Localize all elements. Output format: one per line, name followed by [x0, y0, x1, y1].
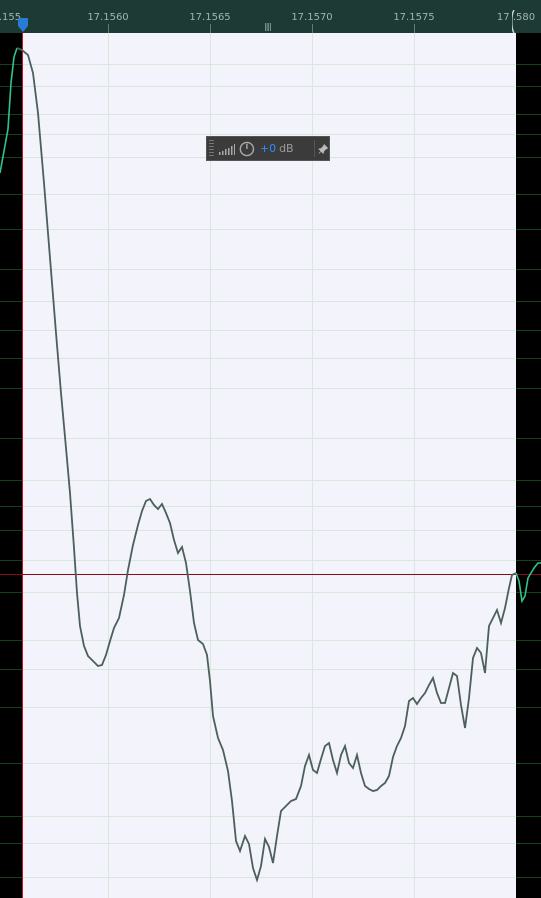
unselected-region-right	[516, 33, 541, 898]
gain-knob-icon[interactable]	[239, 140, 255, 158]
gain-readout[interactable]: +0 dB	[260, 142, 294, 155]
ruler-label-start: .155	[0, 12, 22, 23]
grid-lines-selection	[22, 33, 516, 898]
grid-lines-outside	[0, 64, 541, 878]
ruler-label-17-1575: 17.1575	[393, 12, 435, 23]
waveform-unselected-right	[515, 562, 541, 604]
ruler-tick	[414, 24, 415, 33]
selection-end-handle-icon[interactable]	[512, 10, 522, 33]
selection-region[interactable]	[22, 33, 516, 898]
gain-hud[interactable]: +0 dB	[206, 136, 330, 161]
ruler-label-17-1580: 17 .580	[496, 12, 536, 23]
playhead-marker-icon[interactable]	[17, 18, 29, 32]
waveform-unselected-left	[0, 47, 18, 174]
ruler-label-17-1570: 17.1570	[291, 12, 333, 23]
grip-icon[interactable]	[209, 140, 215, 157]
time-ruler[interactable]: .155 17.1560 17.1565 17.1570 17.1575 17 …	[0, 0, 541, 34]
hud-divider	[313, 140, 315, 157]
ruler-tick	[210, 24, 211, 33]
gain-value: +0	[259, 142, 277, 155]
unselected-region-left	[0, 33, 22, 898]
ruler-label-17-1565: 17.1565	[189, 12, 231, 23]
ruler-tick	[312, 24, 313, 33]
zoom-marker[interactable]: ||||	[264, 22, 272, 31]
waveform-selected	[16, 47, 517, 884]
level-meter-icon	[219, 143, 236, 155]
pin-icon[interactable]	[318, 143, 329, 155]
ruler-label-17-1560: 17.1560	[87, 12, 129, 23]
gain-unit: dB	[279, 142, 294, 155]
waveform-view[interactable]	[0, 33, 541, 898]
ruler-tick	[108, 24, 109, 33]
